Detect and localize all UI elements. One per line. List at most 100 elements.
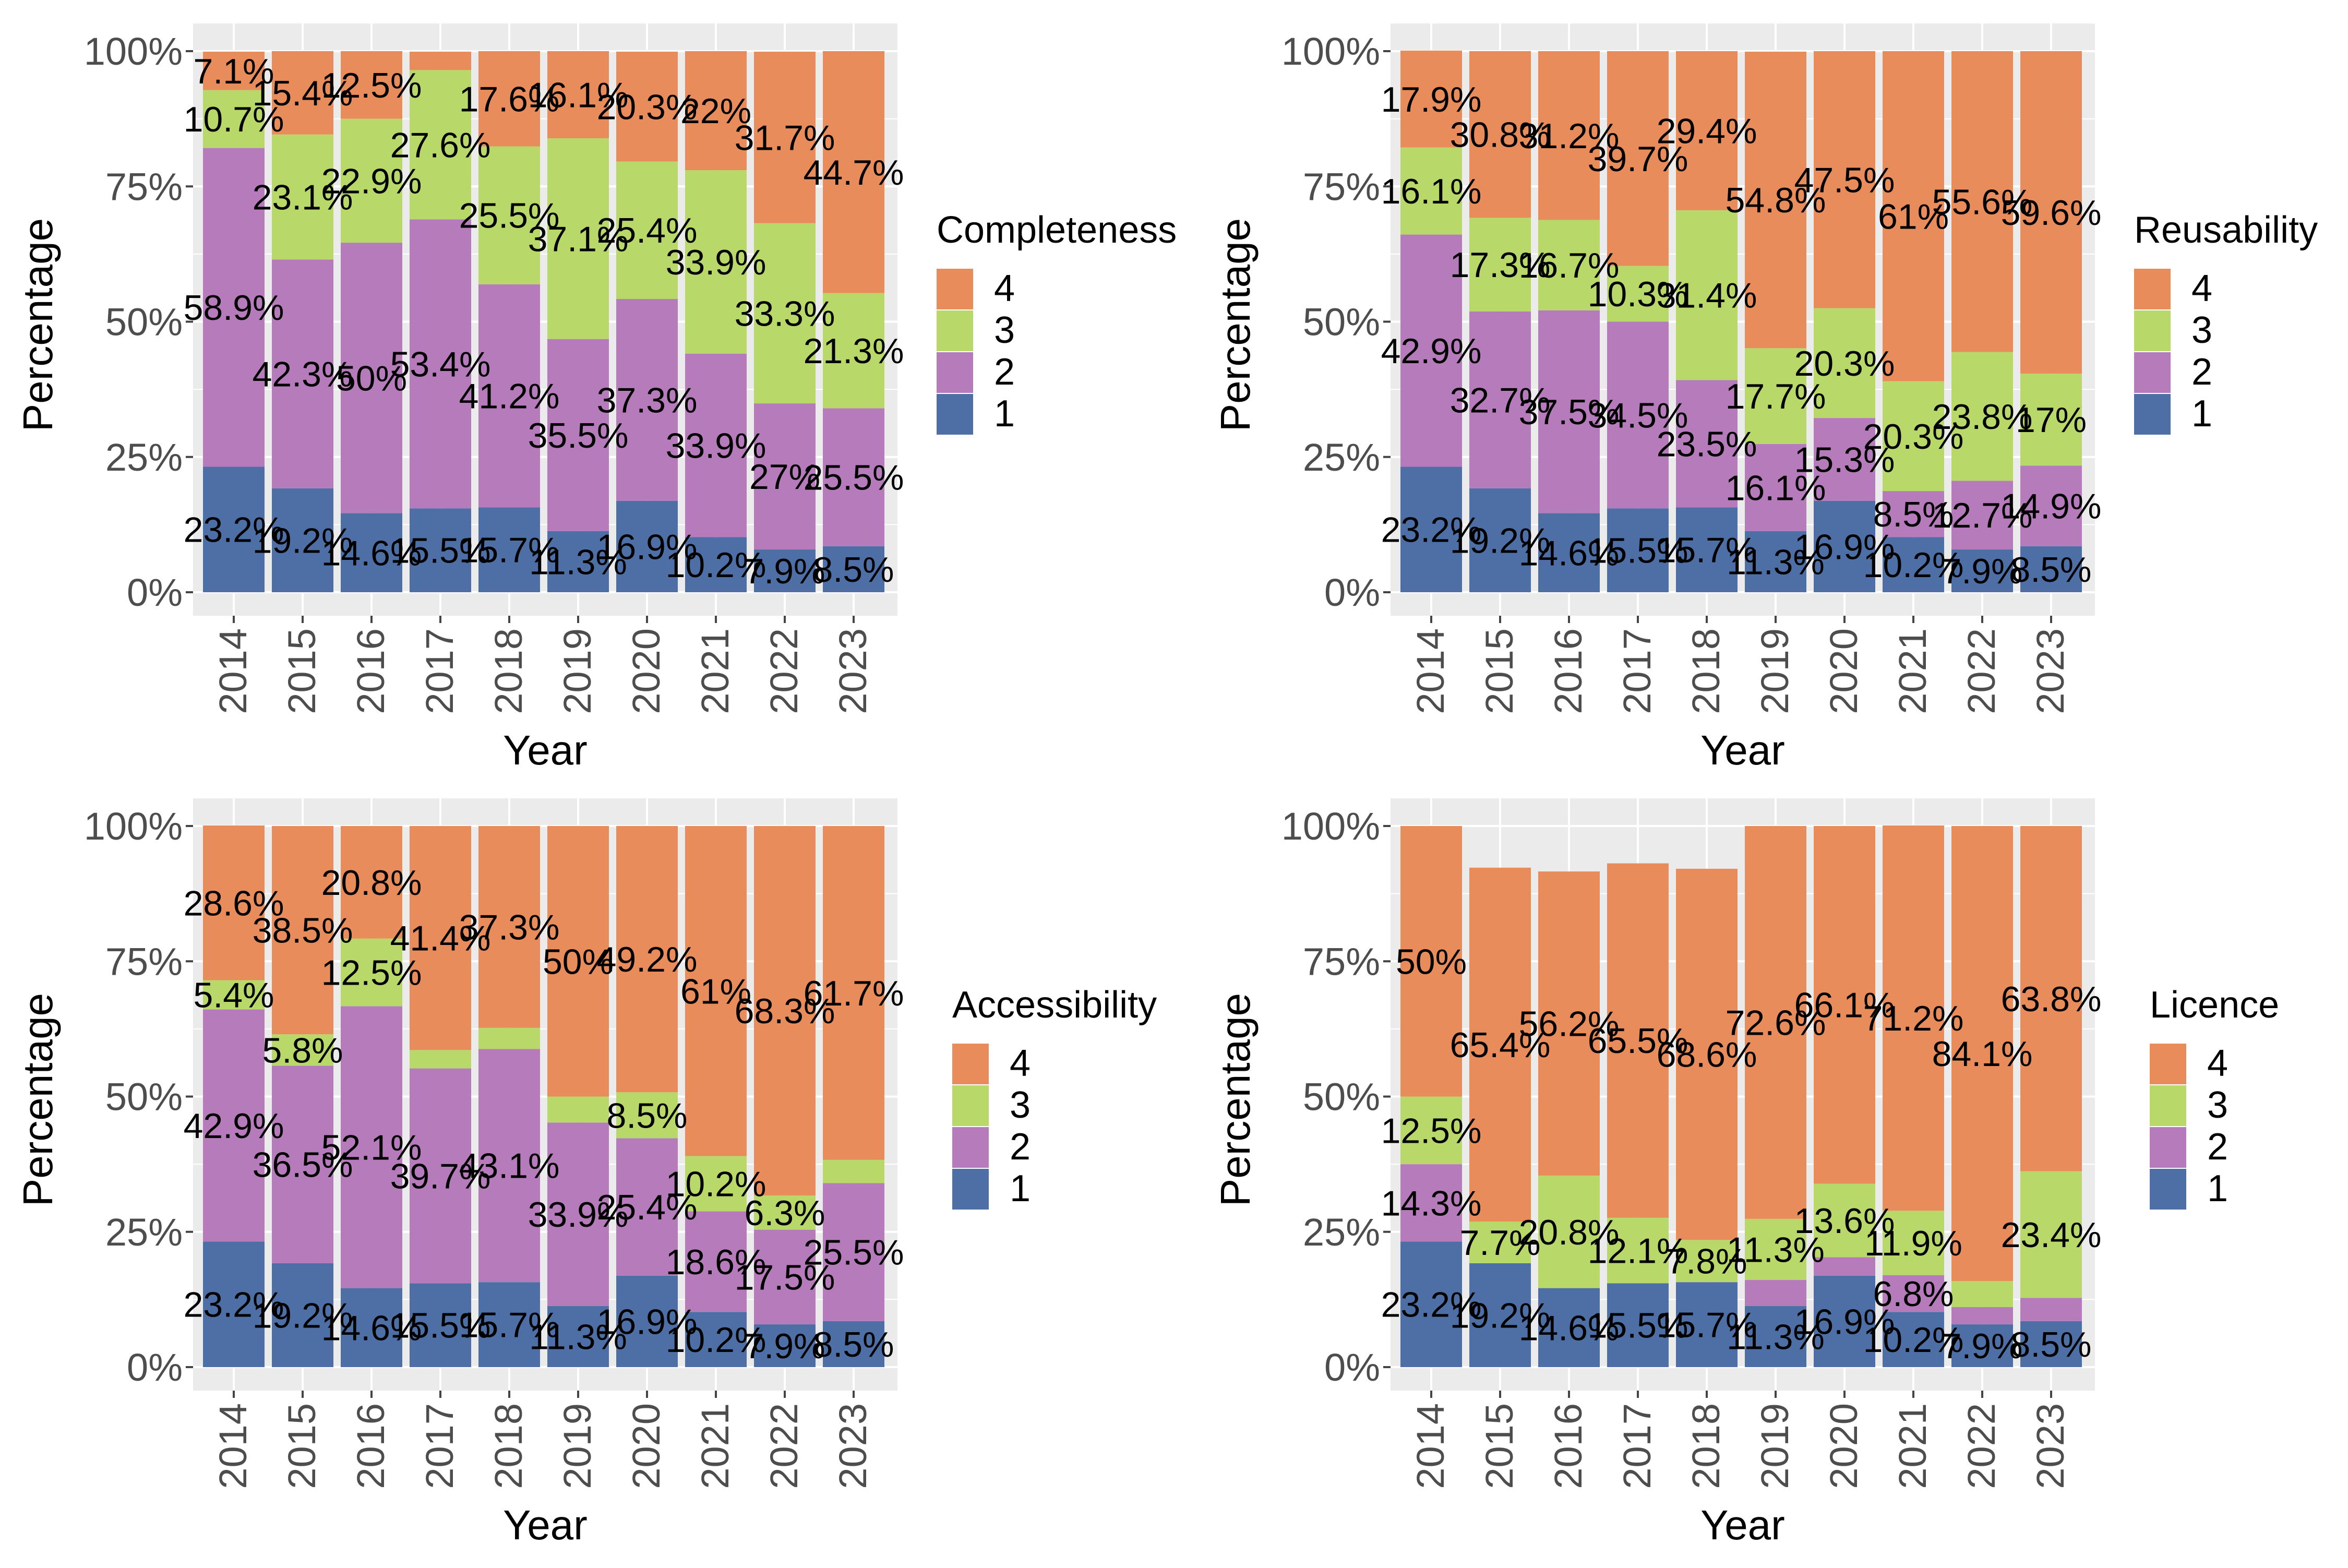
bar-segment-3-2018 xyxy=(1676,210,1738,380)
data-label: 17.7% xyxy=(1726,377,1826,416)
data-label: 15.7% xyxy=(459,1306,560,1345)
data-label: 15.7% xyxy=(459,531,560,570)
bar-segment-1-2020 xyxy=(1814,1275,1875,1367)
bar-segment-1-2014 xyxy=(203,466,265,592)
data-label: 13.6% xyxy=(1794,1201,1895,1241)
data-label: 16.1% xyxy=(528,75,629,115)
data-label: 37.3% xyxy=(597,380,698,420)
bar-segment-4-2017 xyxy=(1607,51,1669,266)
legend-label-3: 3 xyxy=(2191,309,2212,351)
data-label: 50% xyxy=(336,358,407,398)
data-label: 61.7% xyxy=(804,974,904,1013)
legend-swatch-1 xyxy=(2134,394,2171,435)
bar-segment-3-2023 xyxy=(2020,1171,2082,1298)
y-tick-label: 50% xyxy=(1303,301,1380,344)
chart-panel-2: 23.2%42.9%16.1%17.9%19.2%32.7%17.3%30.8%… xyxy=(1212,23,2318,773)
data-label: 15.5% xyxy=(390,531,491,571)
y-tick-label: 100% xyxy=(1281,30,1380,73)
data-label: 33.9% xyxy=(528,1195,629,1235)
data-label: 16.1% xyxy=(1726,468,1826,508)
bar-segment-4-2021 xyxy=(685,51,747,171)
data-label: 25.5% xyxy=(804,1233,904,1273)
bar-segment-1-2022 xyxy=(1951,1324,2013,1367)
legend-swatch-2 xyxy=(2134,352,2171,393)
bar-segment-3-2020 xyxy=(1814,308,1875,418)
x-tick-label: 2023 xyxy=(831,628,874,714)
x-tick-label: 2021 xyxy=(693,1403,737,1489)
bar-segment-1-2022 xyxy=(754,549,816,592)
data-label: 8.5% xyxy=(2011,550,2092,590)
data-label: 17.9% xyxy=(1381,80,1482,119)
bar-segment-2-2019 xyxy=(547,1122,609,1306)
legend-label-2: 2 xyxy=(2191,351,2212,393)
y-tick-label: 100% xyxy=(84,30,183,73)
bar-segment-4-2022 xyxy=(1951,826,2013,1282)
bar-segment-2-2014 xyxy=(203,148,265,467)
data-label: 11.3% xyxy=(1727,542,1825,582)
data-label: 14.6% xyxy=(321,1308,422,1348)
data-label: 42.3% xyxy=(253,355,353,394)
data-label: 7.1% xyxy=(194,52,274,91)
bar-segment-3-2016 xyxy=(341,938,402,1007)
y-tick-label: 100% xyxy=(1281,805,1380,848)
data-label: 59.6% xyxy=(2001,193,2102,233)
bar-segment-3-2020 xyxy=(1814,1183,1875,1258)
x-tick-label: 2020 xyxy=(625,628,668,714)
bar-segment-4-2021 xyxy=(1883,825,1944,1211)
bar-segment-4-2023 xyxy=(823,826,884,1160)
legend-label-2: 2 xyxy=(2207,1126,2228,1168)
data-label: 49.2% xyxy=(597,940,698,979)
bar-segment-1-2019 xyxy=(1745,1306,1806,1367)
bar-segment-1-2015 xyxy=(272,488,333,592)
data-label: 41.4% xyxy=(390,919,491,959)
data-label: 14.6% xyxy=(1519,1308,1620,1348)
x-tick-label: 2020 xyxy=(1822,1403,1865,1489)
bar-segment-1-2016 xyxy=(341,1288,402,1367)
bar-segment-1-2017 xyxy=(1607,1283,1669,1367)
legend-title: Reusability xyxy=(2134,209,2318,251)
bar-segment-1-2021 xyxy=(1883,1312,1944,1367)
legend-label-4: 4 xyxy=(2207,1043,2228,1084)
data-label: 36.5% xyxy=(253,1145,353,1185)
x-tick-label: 2018 xyxy=(1684,628,1728,714)
data-label: 28.6% xyxy=(184,883,284,923)
bar-segment-3-2016 xyxy=(1538,220,1600,310)
data-label: 68.3% xyxy=(735,991,835,1031)
x-tick-label: 2017 xyxy=(418,628,461,714)
bar-segment-3-2021 xyxy=(685,170,747,354)
bar-segment-4-2018 xyxy=(1676,868,1738,1240)
x-axis-title: Year xyxy=(1700,1502,1785,1548)
legend-title: Licence xyxy=(2150,984,2279,1026)
x-axis-title: Year xyxy=(1700,727,1785,773)
data-label: 27.6% xyxy=(390,125,491,165)
bar-segment-2-2023 xyxy=(2020,465,2082,546)
data-label: 66.1% xyxy=(1794,986,1895,1025)
data-label: 61% xyxy=(680,972,751,1011)
bar-segment-2-2019 xyxy=(547,339,609,531)
x-tick-label: 2019 xyxy=(556,1403,599,1489)
data-label: 20.3% xyxy=(1863,417,1964,457)
legend-label-1: 1 xyxy=(994,393,1015,435)
data-label: 8.5% xyxy=(813,1325,894,1364)
bar-segment-2-2019 xyxy=(1745,444,1806,531)
data-label: 21.3% xyxy=(804,331,904,371)
data-label: 38.5% xyxy=(253,911,353,951)
x-tick-label: 2022 xyxy=(1960,628,2003,714)
bar-segment-2-2023 xyxy=(823,408,884,546)
data-label: 11.3% xyxy=(1727,1317,1825,1357)
x-tick-label: 2017 xyxy=(1615,1403,1659,1489)
bar-segment-2-2021 xyxy=(685,353,747,537)
bar-segment-1-2021 xyxy=(1883,537,1944,592)
bar-segment-4-2014 xyxy=(203,825,265,980)
x-tick-label: 2016 xyxy=(1547,1403,1590,1489)
bar-segment-3-2019 xyxy=(1745,1218,1806,1280)
data-label: 11.3% xyxy=(1727,1230,1825,1270)
data-label: 15.5% xyxy=(390,1306,491,1346)
bar-segment-2-2022 xyxy=(754,403,816,550)
bar-segment-1-2017 xyxy=(410,508,471,592)
data-label: 25.4% xyxy=(597,1188,698,1227)
bar-segment-2-2015 xyxy=(272,1066,333,1263)
bar-segment-4-2018 xyxy=(478,51,540,147)
data-label: 50% xyxy=(1396,942,1467,982)
